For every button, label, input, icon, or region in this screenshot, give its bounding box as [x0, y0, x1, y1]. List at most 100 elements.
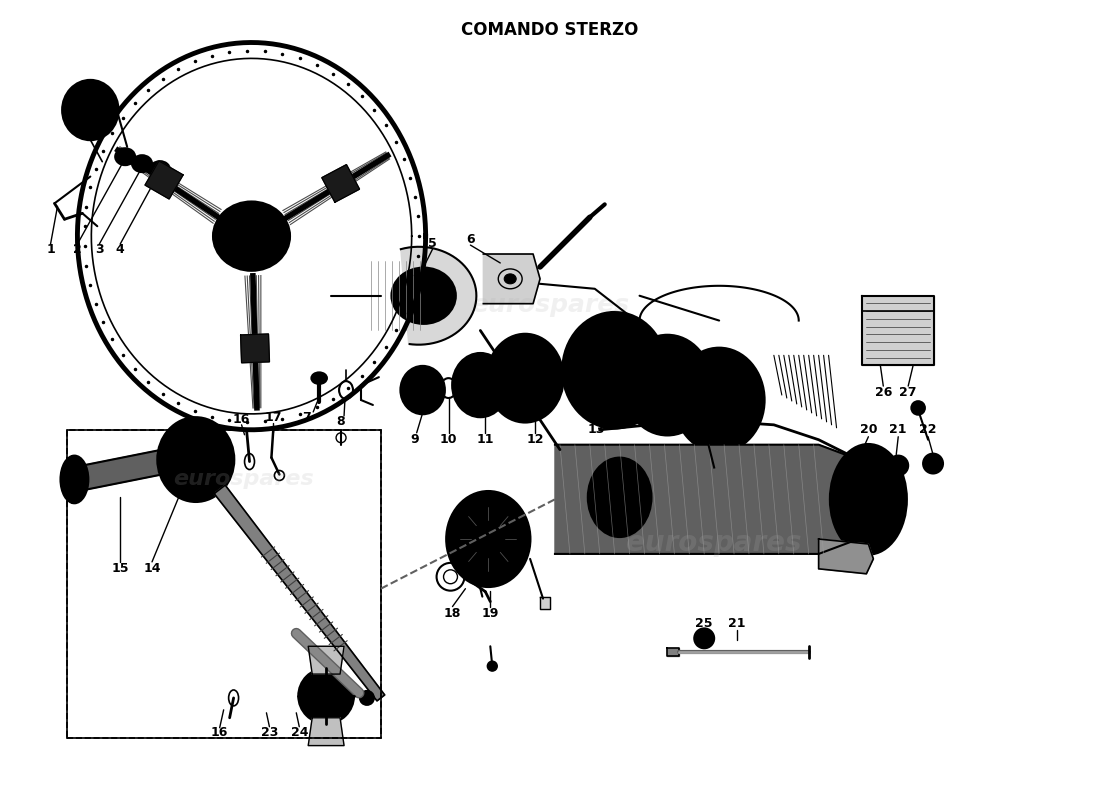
Circle shape — [360, 691, 374, 705]
Text: COMANDO STERZO: COMANDO STERZO — [461, 21, 639, 38]
Ellipse shape — [473, 522, 503, 556]
Ellipse shape — [504, 274, 516, 284]
Ellipse shape — [213, 202, 289, 270]
Ellipse shape — [858, 485, 878, 514]
Ellipse shape — [591, 343, 639, 397]
Text: 20: 20 — [859, 423, 877, 436]
Ellipse shape — [830, 445, 906, 554]
Text: 14: 14 — [143, 562, 161, 575]
Ellipse shape — [845, 463, 892, 535]
Ellipse shape — [911, 401, 925, 415]
Ellipse shape — [410, 376, 435, 404]
Text: 13: 13 — [730, 423, 748, 436]
Text: 4: 4 — [116, 242, 124, 255]
Text: 24: 24 — [290, 726, 308, 739]
Circle shape — [273, 231, 283, 241]
Polygon shape — [556, 445, 867, 554]
Ellipse shape — [487, 661, 497, 671]
Text: 6: 6 — [466, 233, 475, 246]
Polygon shape — [241, 334, 270, 362]
Text: 16: 16 — [233, 414, 251, 426]
Ellipse shape — [587, 458, 651, 537]
Polygon shape — [668, 648, 680, 656]
Ellipse shape — [701, 380, 737, 420]
Ellipse shape — [512, 362, 539, 394]
Ellipse shape — [651, 367, 683, 403]
Text: 15: 15 — [111, 562, 129, 575]
Ellipse shape — [857, 459, 865, 467]
Ellipse shape — [150, 161, 169, 178]
Ellipse shape — [400, 366, 444, 414]
Ellipse shape — [602, 475, 638, 519]
Ellipse shape — [63, 80, 118, 140]
Ellipse shape — [563, 313, 667, 428]
Ellipse shape — [502, 350, 549, 406]
Ellipse shape — [694, 629, 714, 648]
Text: 9: 9 — [410, 434, 419, 446]
Text: 17: 17 — [265, 411, 283, 424]
Text: 14: 14 — [659, 423, 676, 436]
Ellipse shape — [414, 288, 433, 304]
Text: 23: 23 — [261, 726, 278, 739]
Ellipse shape — [169, 430, 222, 490]
Ellipse shape — [315, 684, 338, 708]
Ellipse shape — [60, 456, 88, 503]
Text: 2: 2 — [73, 242, 81, 255]
Text: 12: 12 — [526, 434, 543, 446]
Circle shape — [260, 211, 270, 222]
Circle shape — [260, 251, 270, 261]
Text: eurospares: eurospares — [471, 293, 629, 317]
Polygon shape — [308, 718, 344, 746]
Ellipse shape — [624, 335, 712, 434]
Ellipse shape — [889, 456, 909, 475]
Text: eurospares: eurospares — [173, 470, 314, 490]
Ellipse shape — [452, 354, 508, 417]
Polygon shape — [67, 445, 191, 492]
Ellipse shape — [576, 329, 652, 412]
Ellipse shape — [852, 456, 868, 471]
Ellipse shape — [690, 366, 749, 434]
Ellipse shape — [298, 668, 354, 724]
Polygon shape — [145, 161, 183, 199]
Polygon shape — [214, 485, 385, 701]
Polygon shape — [540, 597, 550, 609]
Text: 1: 1 — [46, 242, 55, 255]
Circle shape — [243, 228, 260, 244]
Ellipse shape — [404, 279, 443, 313]
Text: 7: 7 — [301, 411, 310, 424]
Text: 5: 5 — [428, 237, 437, 250]
Polygon shape — [862, 296, 934, 366]
Ellipse shape — [674, 348, 763, 452]
Text: 25: 25 — [695, 617, 713, 630]
Ellipse shape — [638, 351, 697, 419]
Ellipse shape — [182, 444, 210, 475]
Circle shape — [233, 211, 243, 222]
Polygon shape — [308, 646, 344, 674]
Text: 26: 26 — [874, 386, 892, 398]
Ellipse shape — [78, 96, 102, 124]
Polygon shape — [483, 254, 540, 304]
Ellipse shape — [392, 268, 455, 323]
Polygon shape — [322, 165, 360, 202]
Text: 8: 8 — [337, 415, 345, 428]
Text: 27: 27 — [900, 386, 917, 398]
Text: 22: 22 — [920, 423, 937, 436]
Ellipse shape — [116, 148, 135, 165]
Text: 18: 18 — [443, 607, 461, 620]
Ellipse shape — [223, 211, 279, 261]
Polygon shape — [400, 246, 476, 345]
Text: 19: 19 — [482, 607, 499, 620]
Polygon shape — [818, 539, 873, 574]
Text: 16: 16 — [211, 726, 229, 739]
Ellipse shape — [158, 418, 233, 502]
Ellipse shape — [132, 155, 152, 172]
Ellipse shape — [487, 334, 563, 422]
Text: eurospares: eurospares — [626, 529, 802, 557]
Text: 3: 3 — [95, 242, 103, 255]
Ellipse shape — [311, 372, 327, 384]
Circle shape — [923, 454, 943, 474]
Ellipse shape — [461, 507, 516, 571]
Text: 21: 21 — [728, 617, 746, 630]
Text: 13: 13 — [587, 423, 605, 436]
Text: 11: 11 — [476, 434, 494, 446]
